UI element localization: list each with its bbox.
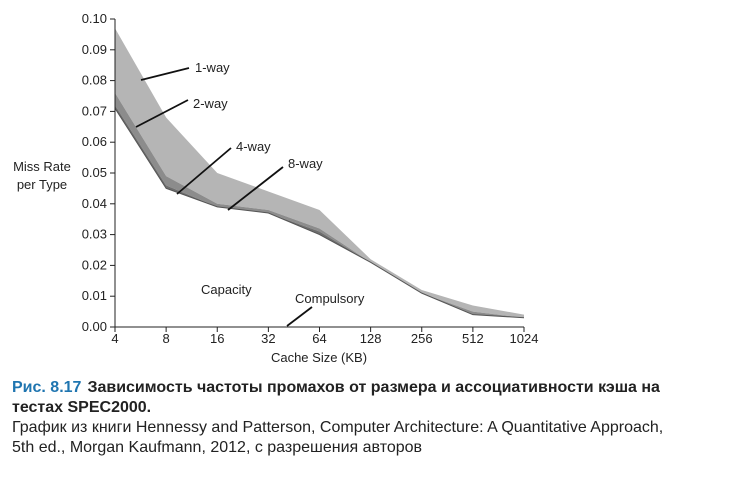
caption-source-line1: График из книги Hennessy and Patterson, …: [12, 419, 664, 436]
x-tick-label: 128: [360, 331, 382, 346]
leader-1-way: [140, 67, 190, 81]
y-tick-label: 0.03: [82, 227, 107, 242]
y-tick-label: 0.07: [82, 103, 107, 118]
x-tick-label: 64: [312, 331, 326, 346]
x-tick-labels: 4 8 16 32 64 128 256 512 1024: [111, 331, 538, 346]
y-tick-label: 0.09: [82, 42, 107, 57]
x-tick-label: 4: [111, 331, 118, 346]
y-tick-label: 0.04: [82, 196, 107, 211]
annotation-capacity: Capacity: [201, 282, 252, 297]
x-tick-label: 32: [261, 331, 275, 346]
annotation-compulsory: Compulsory: [295, 291, 365, 306]
x-tick-label: 512: [462, 331, 484, 346]
y-tick-label: 0.02: [82, 257, 107, 272]
caption-title-line2: тестах SPEC2000.: [12, 399, 152, 416]
y-tick-label: 0.06: [82, 134, 107, 149]
x-tick-label: 256: [411, 331, 433, 346]
y-tick-label: 0.10: [82, 11, 107, 26]
annotation-2-way: 2-way: [193, 96, 228, 111]
annotation-1-way: 1-way: [195, 60, 230, 75]
leader-compulsory: [286, 306, 313, 327]
annotation-8-way: 8-way: [288, 156, 323, 171]
leader-8-way: [227, 166, 284, 211]
y-tick-labels: 0.00 0.01 0.02 0.03 0.04 0.05 0.06 0.07 0.08 0.09…: [82, 11, 107, 334]
x-tick-label: 16: [210, 331, 224, 346]
x-tick-label: 8: [163, 331, 170, 346]
leader-2-way: [135, 99, 189, 128]
caption-figure-number: Рис. 8.17: [12, 379, 82, 396]
miss-rate-chart: 0.00 0.01 0.02 0.03 0.04 0.05 0.06 0.07 0.08 0.09…: [13, 11, 538, 365]
annotation-4-way: 4-way: [236, 139, 271, 154]
band-1-way: [115, 28, 524, 318]
x-tick-label: 1024: [510, 331, 539, 346]
caption-title-line1: Зависимость частоты промахов от размера …: [87, 379, 660, 396]
band-2-way: [115, 92, 524, 318]
y-tick-label: 0.05: [82, 165, 107, 180]
leader-4-way: [176, 147, 232, 195]
line-8-way: [114, 108, 525, 319]
annotations: 1-way 2-way 4-way 8-way Capacity Compulsory: [193, 60, 365, 306]
chart-axes: [110, 18, 525, 332]
y-axis-label-line1: Miss Rate: [13, 159, 71, 174]
y-tick-label: 0.00: [82, 319, 107, 334]
y-axis-label-line2: per Type: [17, 177, 67, 192]
figure-caption: Рис. 8.17 Зависимость частоты промахов от…: [12, 378, 744, 458]
chart-areas: [114, 28, 525, 319]
y-tick-label: 0.08: [82, 73, 107, 88]
y-tick-label: 0.01: [82, 288, 107, 303]
annotation-leaders: [135, 67, 313, 327]
x-axis-label: Cache Size (KB): [271, 350, 367, 365]
caption-source-line2: 5th ed., Morgan Kaufmann, 2012, с разреш…: [12, 439, 423, 456]
